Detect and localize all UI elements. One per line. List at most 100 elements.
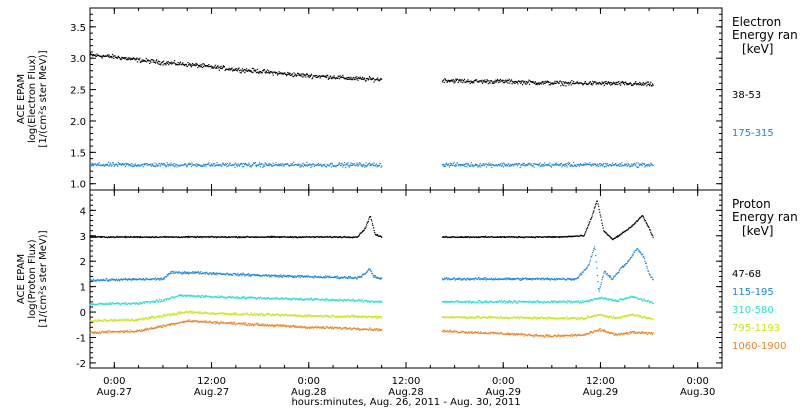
data-point (313, 163, 315, 165)
data-point (185, 163, 187, 165)
data-point (536, 84, 538, 86)
data-point (213, 165, 215, 167)
data-point (254, 312, 256, 314)
data-point (566, 279, 568, 281)
data-point (508, 163, 510, 165)
data-point (303, 163, 305, 165)
data-point (171, 63, 173, 65)
data-point (239, 165, 241, 167)
data-point (523, 301, 525, 303)
data-point (98, 164, 100, 166)
data-point (250, 274, 252, 277)
data-point (348, 275, 350, 278)
data-point (170, 271, 172, 273)
data-point (613, 276, 615, 278)
data-point (473, 82, 475, 84)
data-point (597, 281, 599, 283)
data-point (633, 296, 635, 298)
data-point (554, 300, 556, 302)
data-point (150, 236, 153, 238)
data-point (591, 165, 593, 167)
data-point (277, 164, 279, 166)
data-point (650, 233, 652, 235)
data-point (132, 278, 134, 280)
data-point (247, 297, 249, 299)
data-point (196, 166, 198, 168)
data-point (219, 296, 222, 299)
data-point (528, 83, 531, 86)
data-point (477, 236, 479, 238)
data-point (534, 82, 536, 84)
data-point (627, 228, 629, 231)
data-point (484, 235, 487, 237)
data-point (337, 275, 339, 277)
data-point (147, 318, 149, 320)
data-point (498, 163, 500, 166)
data-point (593, 210, 595, 212)
data-point (232, 274, 234, 276)
data-point (280, 314, 282, 316)
data-point (145, 300, 147, 303)
data-point (371, 223, 374, 225)
data-point (116, 302, 118, 305)
data-point (148, 60, 150, 62)
data-point (492, 81, 494, 83)
data-point (556, 278, 558, 280)
data-point (589, 259, 592, 261)
data-point (456, 278, 459, 281)
data-point (109, 303, 111, 305)
data-point (550, 301, 552, 303)
data-point (236, 313, 238, 315)
data-point (260, 163, 262, 165)
data-point (127, 57, 129, 59)
data-point (301, 275, 303, 278)
data-point (366, 222, 368, 224)
data-point (273, 297, 275, 299)
data-point (154, 277, 157, 279)
data-point (351, 78, 353, 80)
data-point (452, 162, 455, 165)
data-point (642, 300, 644, 302)
data-point (639, 251, 641, 253)
data-point (269, 313, 271, 315)
data-point (143, 164, 146, 166)
data-point (623, 265, 625, 267)
data-point (266, 69, 269, 71)
data-point (370, 216, 372, 218)
data-point (256, 298, 258, 300)
data-point (360, 276, 362, 278)
data-point (348, 298, 350, 300)
data-point (558, 82, 560, 85)
data-point (464, 165, 466, 168)
data-point (472, 81, 474, 83)
data-point (549, 279, 552, 281)
data-point (485, 81, 487, 84)
data-point (517, 83, 519, 85)
data-point (546, 163, 548, 166)
data-point (215, 296, 217, 298)
data-point (191, 272, 193, 274)
data-point (449, 301, 451, 303)
data-point (375, 276, 377, 278)
y-tick-label: 2.0 (70, 117, 86, 128)
data-point (593, 246, 596, 248)
data-point (281, 297, 284, 299)
data-point (335, 166, 337, 168)
data-point (294, 297, 296, 300)
data-point (602, 276, 604, 279)
data-point (477, 165, 480, 167)
data-point (128, 302, 131, 304)
data-point (341, 276, 343, 278)
data-point (180, 272, 182, 274)
data-point (481, 301, 483, 303)
data-point (177, 272, 179, 274)
data-point (150, 315, 153, 318)
data-point (136, 57, 138, 59)
y-tick-label: -1 (76, 333, 86, 344)
data-point (305, 165, 307, 167)
data-point (286, 275, 288, 277)
data-point (224, 296, 226, 298)
data-point (124, 278, 126, 280)
data-point (259, 313, 261, 315)
data-point (363, 301, 365, 303)
